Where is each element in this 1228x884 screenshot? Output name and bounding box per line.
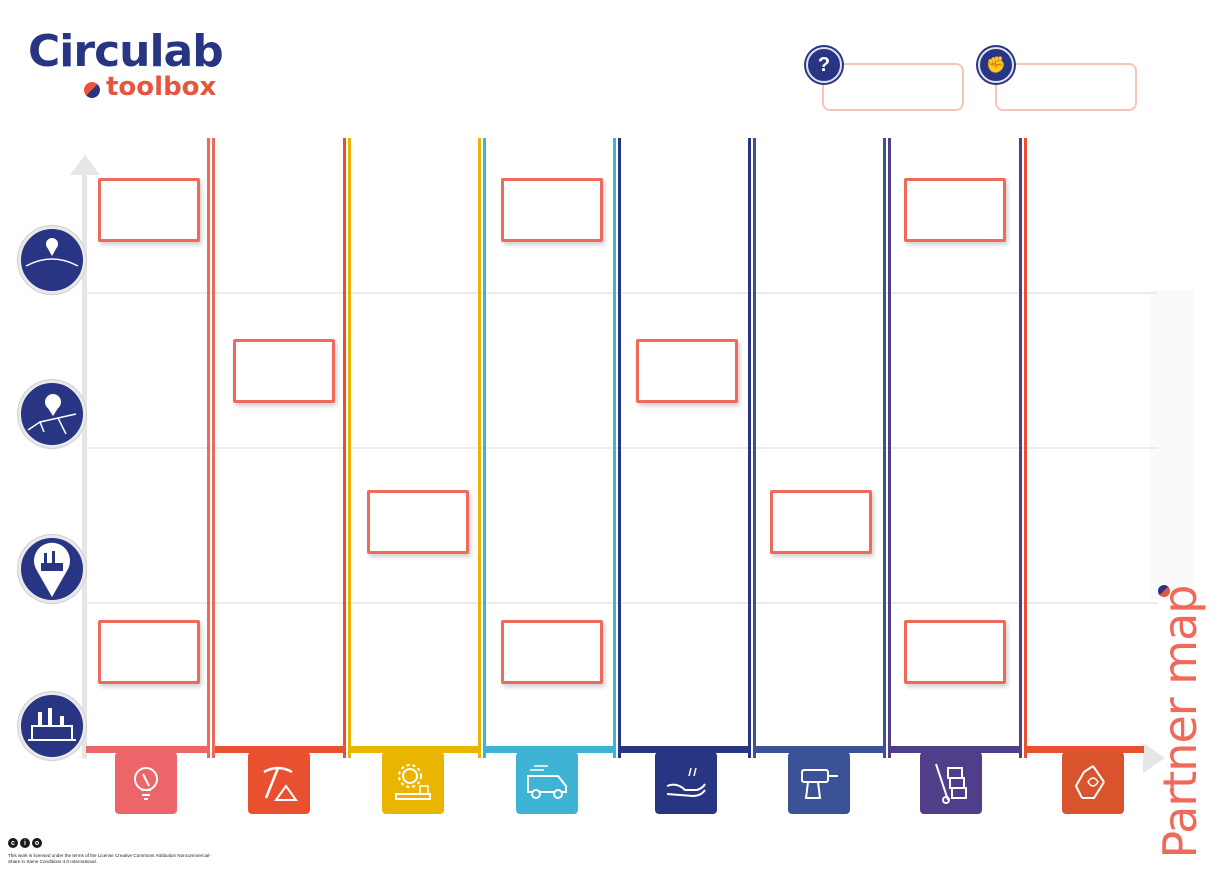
extraction-icon — [248, 752, 310, 814]
column-rail — [1019, 138, 1022, 758]
level-divider — [86, 292, 1158, 294]
column-rail — [618, 138, 621, 758]
level-divider — [86, 447, 1158, 449]
column-rail — [613, 138, 616, 758]
page-title: Partner map — [1153, 585, 1207, 859]
partner-note[interactable] — [98, 178, 200, 242]
page-title-wrap: Partner map — [1153, 586, 1207, 859]
column-rail — [343, 138, 346, 758]
sa-icon: o — [32, 838, 42, 848]
column-rail — [478, 138, 481, 758]
column-rail — [207, 138, 210, 758]
axis-segment — [86, 746, 210, 753]
partner-note[interactable] — [501, 178, 603, 242]
axis-segment — [620, 746, 750, 753]
y-axis-arrow — [70, 155, 100, 175]
column-rail — [748, 138, 751, 758]
partner-note[interactable] — [501, 620, 603, 684]
logistics-icon — [920, 752, 982, 814]
partner-note[interactable] — [367, 490, 469, 554]
axis-segment — [1026, 746, 1144, 753]
partner-note[interactable] — [904, 178, 1006, 242]
level-divider — [86, 602, 1158, 604]
regional-level-icon — [18, 380, 86, 448]
partner-note[interactable] — [636, 339, 738, 403]
site-level-icon — [18, 692, 86, 760]
column-rail — [1024, 138, 1027, 758]
ideation-icon — [115, 752, 177, 814]
y-axis — [82, 170, 87, 758]
license-text: This work is licensed under the terms of… — [8, 853, 211, 864]
cc-icon: c — [8, 838, 18, 848]
title-mark-icon — [1158, 585, 1170, 597]
axis-segment — [350, 746, 480, 753]
axis-segment — [484, 746, 616, 753]
use-icon — [788, 752, 850, 814]
global-level-icon — [18, 226, 86, 294]
circulab-logo: Circulab — [28, 26, 224, 77]
partner-note[interactable] — [98, 620, 200, 684]
x-axis-arrow — [1143, 743, 1165, 773]
column-rail — [348, 138, 351, 758]
by-icon: i — [20, 838, 30, 848]
manufacturing-icon — [382, 752, 444, 814]
column-rail — [888, 138, 891, 758]
logo-mark-icon — [84, 82, 100, 98]
partner-note[interactable] — [904, 620, 1006, 684]
question-icon: ? — [806, 47, 842, 83]
distribution-icon — [516, 752, 578, 814]
partner-note[interactable] — [233, 339, 335, 403]
column-rail — [883, 138, 886, 758]
partnership-field[interactable] — [995, 63, 1137, 111]
column-rail — [483, 138, 486, 758]
column-rail — [753, 138, 756, 758]
cc-license-badge: c i o — [8, 838, 42, 848]
axis-segment — [214, 746, 346, 753]
service-icon — [655, 752, 717, 814]
recycling-icon — [1062, 752, 1124, 814]
title-band — [1150, 290, 1194, 600]
axis-segment — [890, 746, 1022, 753]
handshake-icon: ✊ — [978, 47, 1014, 83]
local-level-icon — [18, 535, 86, 603]
partner-note[interactable] — [770, 490, 872, 554]
column-rail — [212, 138, 215, 758]
toolbox-logo-text: toolbox — [106, 72, 217, 102]
axis-segment — [754, 746, 886, 753]
question-field[interactable] — [822, 63, 964, 111]
